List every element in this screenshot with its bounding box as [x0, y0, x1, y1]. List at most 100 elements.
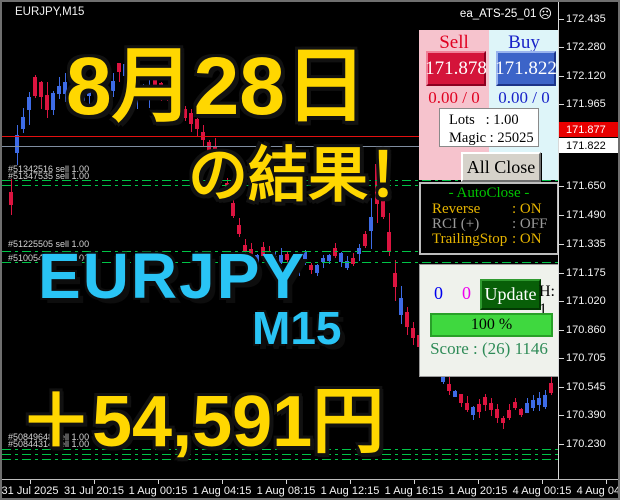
order-open-line: [2, 454, 558, 455]
candle-body: [231, 203, 235, 217]
count-magenta: 0: [462, 283, 471, 303]
order-open-line: [2, 262, 558, 263]
price-tick-label: 170.705: [559, 352, 606, 364]
time-tick-mark: [542, 480, 543, 484]
candle-body: [465, 402, 469, 410]
candle-body: [333, 248, 337, 257]
candle-body: [543, 395, 547, 407]
autoclose-row-label: RCI (+): [432, 216, 480, 232]
candle-body: [327, 254, 331, 261]
buy-button[interactable]: 171.822: [495, 51, 557, 86]
ea-mood-icon[interactable]: ☹: [538, 6, 552, 21]
time-tick-mark: [286, 480, 287, 484]
bid-price-box: 171.822: [559, 138, 618, 153]
autoclose-title: - AutoClose -: [448, 185, 530, 201]
order-ticket-label: #50849648 sell 1.00: [8, 432, 90, 442]
chart-canvas[interactable]: [2, 2, 558, 479]
price-tick-label: 171.965: [559, 98, 606, 110]
candle-body: [111, 80, 115, 92]
ask-price-box: 171.877: [559, 122, 618, 137]
candle-body: [105, 87, 109, 100]
price-tick-label: 171.490: [559, 209, 606, 221]
time-axis[interactable]: 31 Jul 2025 31 Jul 20:15 1 Aug 00:15 1 Aug …: [2, 479, 618, 498]
autoclose-row-value: : ON: [512, 231, 542, 247]
autoclose-row[interactable]: Reverse: ON: [421, 202, 557, 217]
candle-body: [519, 409, 523, 416]
candle-body: [513, 401, 517, 409]
autoclose-rows: Reverse: ON RCI (+): OFF TrailingStop: ON: [421, 202, 557, 247]
magic-line: Magic : 25025: [449, 130, 534, 147]
candle-body: [279, 255, 283, 264]
candle-body: [159, 83, 163, 96]
trade-panel: Sell 171.878 0.00 / 0 Buy 171.822 0.00 /…: [419, 30, 559, 180]
candle-body: [123, 64, 127, 76]
price-tick-label: 170.230: [559, 438, 606, 450]
price-tick-label: 171.650: [559, 180, 606, 192]
candle-body: [507, 409, 511, 418]
update-button[interactable]: Update: [480, 279, 541, 310]
candle-body: [363, 233, 367, 246]
sell-button[interactable]: 171.878: [425, 51, 487, 86]
candle-body: [93, 76, 97, 91]
ask-price-line: [2, 136, 558, 137]
autoclose-row-label: TrailingStop: [432, 231, 508, 247]
candle-body: [255, 255, 259, 266]
candle-body: [135, 86, 139, 99]
all-close-button[interactable]: All Close: [461, 152, 541, 182]
progress-bar: 100 %: [430, 313, 553, 337]
candle-body: [75, 76, 79, 87]
candle-body: [243, 245, 247, 252]
candle-body: [411, 328, 415, 338]
candle-body: [99, 73, 103, 88]
order-ticket-label: #51225505 sell 1.00: [8, 239, 90, 249]
bid-price-line: [2, 146, 558, 147]
candle-body: [189, 113, 193, 125]
candle-body: [171, 93, 175, 101]
candle-body: [57, 86, 61, 95]
candle-body: [81, 85, 85, 102]
autoclose-row-label: Reverse: [432, 201, 481, 217]
order-open-line: [2, 180, 558, 181]
buy-label: Buy: [508, 32, 540, 53]
candle-body: [27, 96, 31, 110]
candle-body: [237, 225, 241, 235]
candle-body: [381, 184, 385, 218]
candle-body: [531, 399, 535, 409]
candle-body: [183, 108, 187, 119]
candle-body: [315, 264, 319, 274]
candle-body: [453, 390, 457, 397]
candle-body: [369, 217, 373, 231]
h-count-label: H: 1: [539, 283, 555, 318]
autoclose-row[interactable]: TrailingStop: ON: [421, 232, 557, 247]
price-axis[interactable]: 172.435 172.280 172.120 171.965 171.650 171.4…: [558, 2, 618, 479]
candle-body: [165, 86, 169, 97]
candle-body: [213, 146, 217, 160]
candle-body: [303, 251, 307, 260]
price-tick-label: 171.175: [559, 267, 606, 279]
candle-body: [51, 93, 55, 111]
candle-body: [33, 76, 37, 96]
time-tick-label: 1 Aug 12:15: [320, 485, 380, 497]
candle-body: [219, 165, 223, 175]
candle-body: [387, 231, 391, 251]
price-tick-label: 170.545: [559, 381, 606, 393]
sell-stats: 0.00 / 0: [428, 88, 480, 107]
candle-body: [321, 257, 325, 263]
candle-body: [291, 263, 295, 271]
candle-body: [141, 87, 145, 99]
candle-body: [63, 81, 67, 95]
candle-body: [537, 397, 541, 405]
time-tick-mark: [30, 480, 31, 484]
buy-stats: 0.00 / 0: [498, 88, 550, 107]
candle-body: [501, 417, 505, 424]
overlay-result-text: の結果！: [188, 142, 428, 209]
time-tick-mark: [158, 480, 159, 484]
autoclose-row[interactable]: RCI (+): OFF: [421, 217, 557, 232]
candle-body: [297, 261, 301, 270]
time-tick-label: 1 Aug 08:15: [256, 485, 316, 497]
time-tick-mark: [606, 480, 607, 484]
overlay-profit-text: ＋54,591円: [20, 382, 385, 462]
time-tick-label: 4 Aug 00:15: [512, 485, 572, 497]
candle-body: [153, 77, 157, 90]
price-tick-label: 171.020: [559, 295, 606, 307]
